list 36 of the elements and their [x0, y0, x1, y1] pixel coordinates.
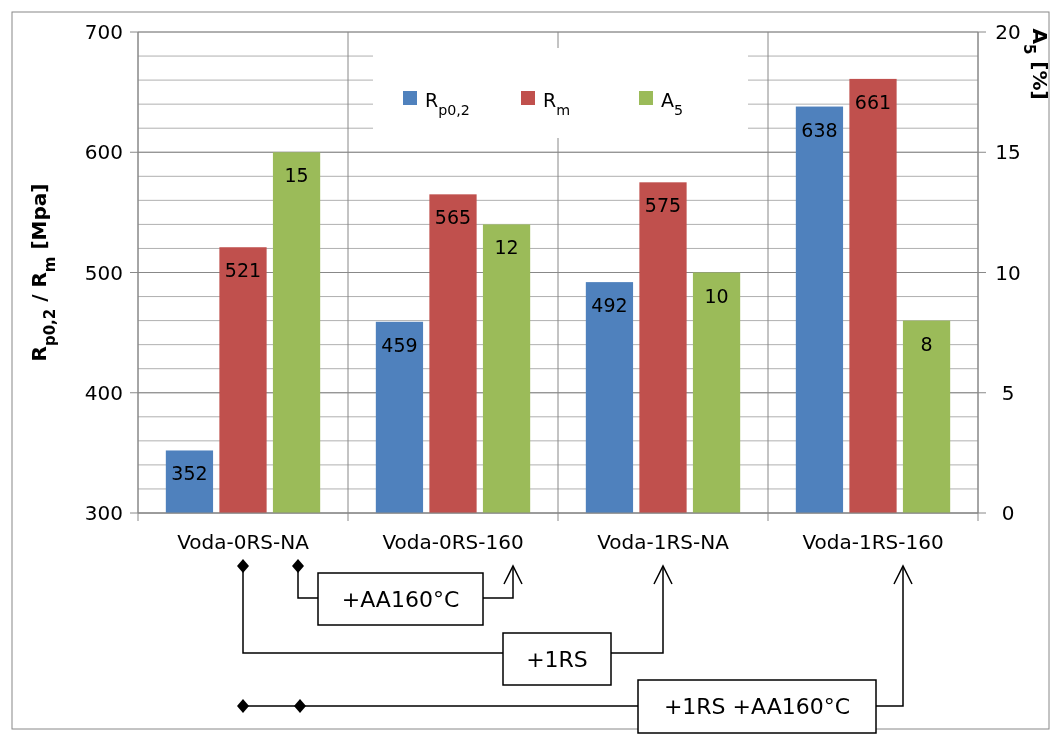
- data-label: 10: [704, 284, 729, 307]
- data-label: 492: [591, 294, 628, 317]
- y-tick-label: 500: [84, 260, 123, 285]
- y2-tick-label: 15: [995, 140, 1021, 165]
- legend-label: A$_{5}$: [661, 89, 684, 118]
- text: +AA160°C: [341, 586, 460, 612]
- data-label: 352: [171, 462, 208, 485]
- data-label: 459: [381, 333, 418, 356]
- bar: [902, 320, 951, 513]
- legend-label: R$_{m}$: [543, 89, 571, 118]
- y-tick-label: 600: [84, 140, 123, 165]
- text: +1RS: [526, 646, 588, 672]
- data-label: 575: [644, 194, 682, 217]
- data-label: 8: [920, 332, 933, 355]
- y2-tick-label: 0: [1001, 501, 1015, 525]
- y2-tick-label: 10: [995, 260, 1021, 285]
- x-tick-label: Voda-0RS-NA: [177, 530, 310, 554]
- legend-label: R$_{p0,2}$: [425, 89, 470, 118]
- bar: [272, 152, 321, 513]
- bar: [482, 224, 531, 513]
- data-label: 15: [284, 164, 309, 187]
- data-label: 661: [854, 90, 892, 113]
- y-tick-label: 300: [84, 501, 123, 525]
- data-label: 565: [434, 206, 472, 229]
- data-label: 638: [801, 118, 838, 141]
- y2-tick-label: 20: [995, 20, 1021, 44]
- bar: [692, 272, 741, 513]
- text: +1RS +AA160°C: [663, 694, 851, 720]
- x-tick-label: Voda-1RS-NA: [597, 530, 730, 554]
- x-tick-label: Voda-0RS-160: [382, 530, 524, 554]
- x-tick-label: Voda-1RS-160: [802, 530, 944, 554]
- y2-tick-label: 5: [1001, 380, 1015, 405]
- data-label: 521: [224, 259, 262, 282]
- data-label: 12: [494, 236, 519, 259]
- y-tick-label: 700: [84, 20, 123, 44]
- y-tick-label: 400: [84, 380, 123, 405]
